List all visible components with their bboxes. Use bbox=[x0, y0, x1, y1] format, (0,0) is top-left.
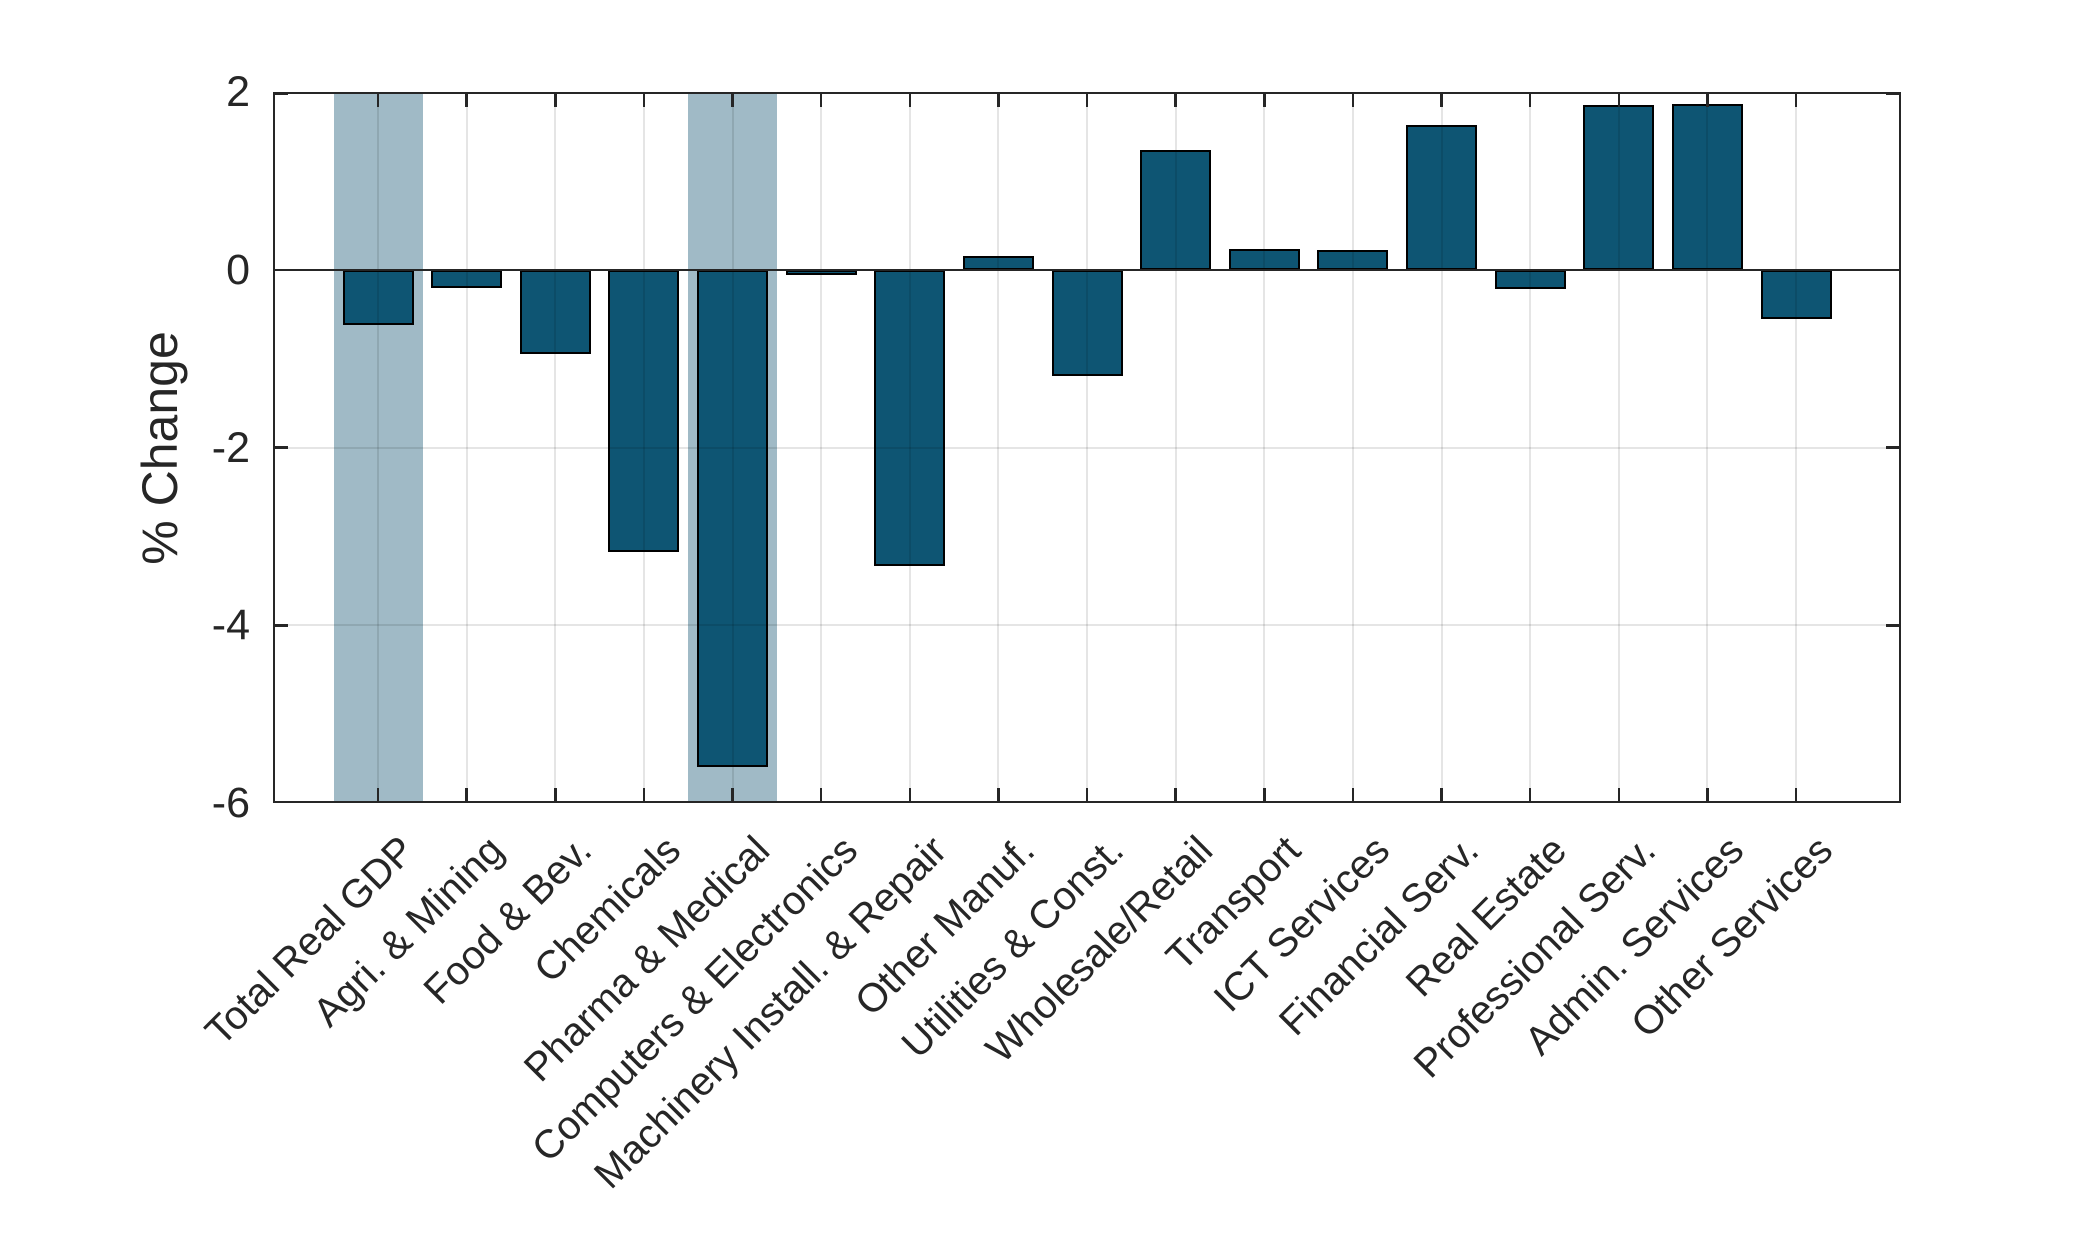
y-tick-right--2 bbox=[1886, 446, 1901, 449]
bar-0 bbox=[342, 269, 414, 325]
y-tick-left-0 bbox=[273, 268, 288, 271]
y-tick-left--4 bbox=[273, 624, 288, 627]
x-tick-bottom-0 bbox=[376, 788, 380, 803]
gridline-vertical-12 bbox=[1440, 92, 1443, 803]
y-tick-label--4: -4 bbox=[211, 601, 250, 650]
x-tick-top-11 bbox=[1351, 92, 1355, 107]
bar-14 bbox=[1583, 105, 1655, 270]
x-tick-top-15 bbox=[1706, 92, 1709, 107]
bar-4 bbox=[697, 269, 768, 768]
x-tick-bottom-9 bbox=[1174, 788, 1177, 803]
gridline-vertical-11 bbox=[1351, 92, 1354, 803]
zero-axis-line bbox=[273, 268, 1901, 271]
y-tick-left--6 bbox=[273, 800, 288, 803]
y-tick-right-0 bbox=[1886, 268, 1901, 271]
x-tick-top-8 bbox=[1085, 92, 1089, 107]
x-tick-top-3 bbox=[642, 92, 646, 107]
x-tick-top-14 bbox=[1617, 92, 1620, 107]
y-tick-label-2: 2 bbox=[226, 68, 250, 116]
gridline-vertical-10 bbox=[1263, 92, 1266, 803]
x-tick-bottom-14 bbox=[1617, 788, 1620, 803]
gridline-vertical-0 bbox=[377, 92, 379, 803]
highlight-band-0 bbox=[333, 92, 423, 803]
x-tick-top-7 bbox=[997, 92, 1000, 107]
x-tick-top-5 bbox=[819, 92, 823, 107]
gridline-vertical-7 bbox=[997, 92, 1000, 803]
x-tick-top-2 bbox=[554, 92, 557, 107]
gridline-vertical-13 bbox=[1529, 92, 1532, 803]
x-tick-bottom-12 bbox=[1440, 788, 1443, 803]
x-tick-bottom-16 bbox=[1794, 788, 1798, 803]
y-tick-right-2 bbox=[1886, 92, 1901, 95]
y-tick-right--4 bbox=[1886, 624, 1901, 627]
y-tick-label--6: -6 bbox=[211, 779, 250, 827]
x-tick-top-16 bbox=[1794, 92, 1798, 107]
bar-2 bbox=[519, 269, 591, 355]
gridline-vertical-6 bbox=[908, 92, 911, 803]
x-tick-bottom-1 bbox=[465, 788, 468, 803]
y-tick-left--2 bbox=[273, 446, 288, 449]
x-tick-bottom-3 bbox=[642, 788, 646, 803]
x-tick-top-10 bbox=[1263, 92, 1266, 107]
y-tick-left-2 bbox=[273, 92, 288, 95]
x-tick-bottom-4 bbox=[731, 788, 734, 803]
gridline-horizontal--4 bbox=[273, 624, 1901, 627]
gridline-vertical-4 bbox=[731, 92, 734, 803]
gridline-vertical-3 bbox=[642, 92, 645, 803]
bar-6 bbox=[874, 269, 946, 566]
x-tick-top-4 bbox=[731, 92, 734, 107]
x-tick-top-12 bbox=[1440, 92, 1443, 107]
y-tick-label--2: -2 bbox=[211, 423, 250, 472]
plot-area bbox=[273, 92, 1901, 803]
gridline-vertical-9 bbox=[1174, 92, 1177, 803]
x-tick-bottom-15 bbox=[1706, 788, 1709, 803]
x-tick-bottom-7 bbox=[997, 788, 1000, 803]
bar-16 bbox=[1760, 269, 1832, 319]
bar-8 bbox=[1051, 269, 1123, 377]
gridline-vertical-1 bbox=[465, 92, 468, 803]
bar-12 bbox=[1406, 124, 1477, 270]
gridline-horizontal--2 bbox=[273, 446, 1901, 449]
x-tick-top-1 bbox=[465, 92, 468, 107]
bar-3 bbox=[608, 269, 680, 553]
gridline-vertical-15 bbox=[1706, 92, 1709, 803]
x-tick-bottom-6 bbox=[908, 788, 911, 803]
gridline-vertical-8 bbox=[1086, 92, 1088, 803]
x-tick-bottom-5 bbox=[819, 788, 823, 803]
gridline-vertical-14 bbox=[1617, 92, 1620, 803]
x-tick-bottom-2 bbox=[554, 788, 557, 803]
x-tick-top-0 bbox=[376, 92, 380, 107]
x-tick-top-13 bbox=[1528, 92, 1532, 107]
bar-15 bbox=[1671, 103, 1743, 270]
y-tick-label-0: 0 bbox=[226, 245, 250, 294]
x-tick-bottom-10 bbox=[1263, 788, 1266, 803]
gridline-vertical-2 bbox=[554, 92, 557, 803]
gridline-vertical-5 bbox=[820, 92, 823, 803]
y-tick-right--6 bbox=[1886, 800, 1901, 803]
x-tick-bottom-13 bbox=[1528, 788, 1532, 803]
gridline-vertical-16 bbox=[1795, 92, 1797, 803]
x-tick-bottom-11 bbox=[1351, 788, 1355, 803]
x-tick-bottom-8 bbox=[1085, 788, 1089, 803]
x-tick-top-6 bbox=[908, 92, 911, 107]
x-tick-top-9 bbox=[1174, 92, 1177, 107]
